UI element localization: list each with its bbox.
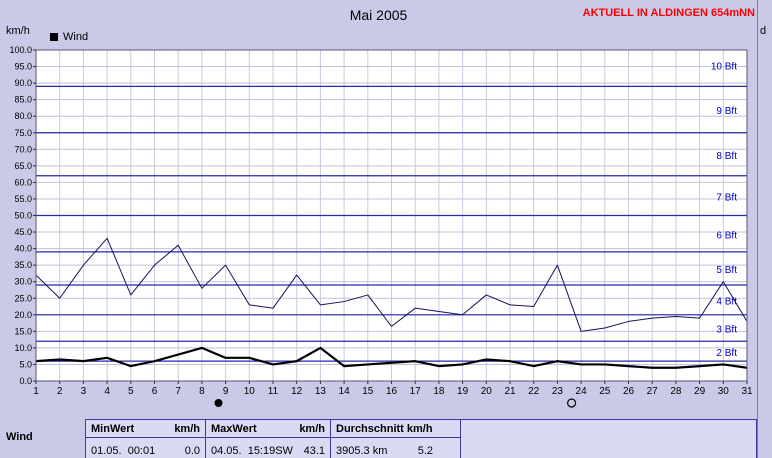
maxwert-header-unit: km/h xyxy=(299,422,325,435)
svg-text:10: 10 xyxy=(244,386,256,397)
svg-text:55.0: 55.0 xyxy=(14,194,32,204)
svg-text:5: 5 xyxy=(128,386,134,397)
maxwert-header-label: MaxWert xyxy=(211,422,257,435)
svg-text:25: 25 xyxy=(599,386,611,397)
svg-text:30: 30 xyxy=(718,386,730,397)
svg-text:6 Bft: 6 Bft xyxy=(716,230,737,241)
durchschnitt-value-row: 3905.3 km 5.2 xyxy=(331,438,460,458)
maxwert-datetime: 04.05. 15:19SW xyxy=(211,444,293,457)
svg-text:15.0: 15.0 xyxy=(14,326,32,336)
stats-col-maxwert: MaxWert km/h 04.05. 15:19SW 43.1 xyxy=(206,420,331,458)
svg-text:8 Bft: 8 Bft xyxy=(716,151,737,162)
svg-text:4 Bft: 4 Bft xyxy=(716,297,737,308)
svg-text:45.0: 45.0 xyxy=(14,227,32,237)
svg-text:100.0: 100.0 xyxy=(9,45,32,55)
svg-text:70.0: 70.0 xyxy=(14,144,32,154)
minwert-value: 0.0 xyxy=(184,444,200,457)
svg-text:85.0: 85.0 xyxy=(14,95,32,105)
svg-text:9 Bft: 9 Bft xyxy=(716,106,737,117)
svg-text:7: 7 xyxy=(175,386,181,397)
svg-text:0.0: 0.0 xyxy=(19,376,32,386)
svg-text:3 Bft: 3 Bft xyxy=(716,325,737,336)
durchschnitt-value: 5.2 xyxy=(417,444,433,457)
svg-text:28: 28 xyxy=(670,386,682,397)
svg-text:26: 26 xyxy=(623,386,635,397)
svg-text:35.0: 35.0 xyxy=(14,260,32,270)
svg-text:13: 13 xyxy=(315,386,327,397)
maxwert-value-row: 04.05. 15:19SW 43.1 xyxy=(206,438,330,458)
svg-text:1: 1 xyxy=(33,386,39,397)
svg-text:29: 29 xyxy=(694,386,706,397)
durchschnitt-header-label: Durchschnitt km/h xyxy=(336,422,433,435)
svg-text:90.0: 90.0 xyxy=(14,78,32,88)
durchschnitt-header: Durchschnitt km/h xyxy=(331,420,460,438)
svg-text:3: 3 xyxy=(81,386,87,397)
svg-text:2 Bft: 2 Bft xyxy=(716,348,737,359)
svg-text:11: 11 xyxy=(268,386,279,397)
svg-text:24: 24 xyxy=(576,386,588,397)
y-axis-unit-label: km/h xyxy=(6,25,30,37)
station-link[interactable]: AKTUELL IN ALDINGEN 654mNN xyxy=(582,7,755,19)
svg-text:20: 20 xyxy=(481,386,493,397)
svg-text:65.0: 65.0 xyxy=(14,161,32,171)
svg-text:21: 21 xyxy=(504,386,516,397)
stats-table: MinWert km/h 01.05. 00:01 0.0 MaxWert km… xyxy=(85,419,757,458)
svg-text:4: 4 xyxy=(104,386,110,397)
svg-text:6: 6 xyxy=(152,386,158,397)
minwert-header-label: MinWert xyxy=(91,422,135,435)
stats-col-minwert: MinWert km/h 01.05. 00:01 0.0 xyxy=(86,420,206,458)
wind-legend-swatch-icon xyxy=(50,33,58,41)
svg-text:23: 23 xyxy=(552,386,564,397)
svg-text:14: 14 xyxy=(339,386,351,397)
svg-text:9: 9 xyxy=(223,386,229,397)
svg-text:95.0: 95.0 xyxy=(14,62,32,72)
minwert-datetime: 01.05. 00:01 xyxy=(91,444,156,457)
svg-text:8: 8 xyxy=(199,386,205,397)
svg-text:16: 16 xyxy=(386,386,398,397)
svg-text:17: 17 xyxy=(410,386,422,397)
minwert-header-unit: km/h xyxy=(174,422,200,435)
svg-text:19: 19 xyxy=(457,386,469,397)
wind-run-total: 3905.3 km xyxy=(336,444,388,457)
maxwert-value: 43.1 xyxy=(303,444,325,457)
svg-text:40.0: 40.0 xyxy=(14,244,32,254)
stats-col-durchschnitt: Durchschnitt km/h 3905.3 km 5.2 xyxy=(331,420,461,458)
stats-col-empty xyxy=(461,420,756,458)
maxwert-header: MaxWert km/h xyxy=(206,420,330,438)
svg-text:10 Bft: 10 Bft xyxy=(711,62,737,73)
svg-text:50.0: 50.0 xyxy=(14,211,32,221)
svg-text:75.0: 75.0 xyxy=(14,128,32,138)
svg-text:18: 18 xyxy=(433,386,445,397)
svg-text:10.0: 10.0 xyxy=(14,343,32,353)
right-panel-divider xyxy=(757,0,758,458)
svg-text:5 Bft: 5 Bft xyxy=(716,265,737,276)
svg-text:2: 2 xyxy=(57,386,63,397)
svg-text:22: 22 xyxy=(528,386,540,397)
svg-text:30.0: 30.0 xyxy=(14,277,32,287)
svg-text:31: 31 xyxy=(741,386,753,397)
legend-label: Wind xyxy=(63,31,89,43)
clipped-right-text: d xyxy=(760,25,767,37)
svg-text:15: 15 xyxy=(362,386,374,397)
minwert-header: MinWert km/h xyxy=(86,420,205,438)
table-row-label: Wind xyxy=(6,431,33,443)
svg-text:12: 12 xyxy=(291,386,303,397)
svg-text:60.0: 60.0 xyxy=(14,177,32,187)
svg-text:5.0: 5.0 xyxy=(19,359,32,369)
svg-text:80.0: 80.0 xyxy=(14,111,32,121)
chart-legend: Wind xyxy=(50,31,88,43)
svg-text:7 Bft: 7 Bft xyxy=(716,192,737,203)
svg-text:20.0: 20.0 xyxy=(14,310,32,320)
svg-text:27: 27 xyxy=(647,386,659,397)
svg-text:25.0: 25.0 xyxy=(14,293,32,303)
page-title: Mai 2005 xyxy=(349,7,408,23)
minwert-value-row: 01.05. 00:01 0.0 xyxy=(86,438,205,458)
